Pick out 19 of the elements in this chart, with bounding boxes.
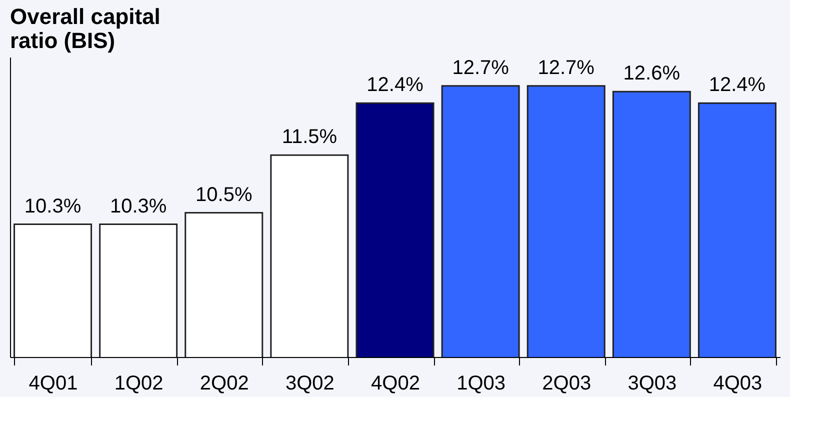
data-label: 10.5% bbox=[196, 184, 252, 206]
data-label: 10.3% bbox=[24, 195, 82, 218]
x-tick-label: 3Q02 bbox=[285, 372, 334, 394]
x-tick-label: 1Q03 bbox=[456, 372, 506, 394]
data-label: 12.4% bbox=[708, 74, 766, 96]
x-tick-label: 2Q03 bbox=[542, 372, 592, 394]
data-label: 11.5% bbox=[282, 126, 338, 148]
data-label: 12.6% bbox=[623, 62, 680, 85]
x-tick-label: 4Q03 bbox=[713, 372, 762, 394]
x-tick-label: 4Q01 bbox=[28, 372, 78, 394]
data-label: 12.7% bbox=[452, 56, 510, 79]
x-tick-label: 4Q02 bbox=[371, 372, 420, 394]
data-label: 10.3% bbox=[110, 195, 167, 218]
chart-title: Overall capital ratio (BIS) bbox=[10, 4, 160, 53]
data-label: 12.4% bbox=[366, 74, 424, 96]
x-tick-label: 2Q02 bbox=[200, 372, 249, 394]
x-tick-label: 1Q02 bbox=[114, 372, 164, 394]
x-tick-label: 3Q03 bbox=[628, 372, 677, 394]
data-label: 12.7% bbox=[538, 56, 595, 79]
